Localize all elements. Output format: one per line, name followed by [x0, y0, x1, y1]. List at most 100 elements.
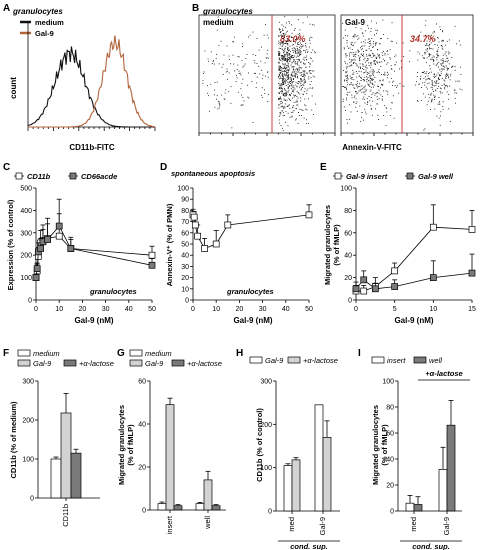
dotplot-event	[360, 68, 361, 69]
dotplot-event	[305, 57, 307, 59]
H-y-tick-label: 0	[268, 509, 272, 516]
dotplot-event	[370, 64, 372, 66]
dotplot-event	[207, 85, 208, 87]
dotplot-event	[368, 65, 370, 66]
dotplot-event	[441, 47, 443, 49]
dotplot-event	[373, 86, 374, 88]
dotplot-event	[228, 55, 230, 57]
dotplot-event	[439, 101, 441, 102]
dotplot-event	[300, 85, 302, 87]
dotplot-event	[306, 52, 308, 54]
dotplot-event	[361, 32, 363, 34]
dotplot-event	[284, 80, 286, 82]
dotplot-event	[287, 50, 289, 52]
dotplot-event	[202, 80, 204, 82]
dotplot-event	[376, 103, 378, 105]
dotplot-event	[387, 73, 389, 75]
legend-F-swatch-0	[17, 349, 31, 357]
dotplot-event	[291, 85, 293, 87]
dotplot-event	[311, 37, 313, 39]
dotplot-event	[374, 44, 376, 46]
dotplot-event	[384, 54, 386, 56]
dotplot-event	[299, 53, 300, 55]
dotplot-event	[409, 61, 410, 63]
dotplot-event	[287, 54, 289, 56]
panel-F-letter: F	[3, 348, 9, 359]
dotplot-event	[375, 42, 377, 44]
dotplot-event	[362, 79, 364, 80]
dotplot-event	[440, 63, 442, 64]
dotplot-event	[296, 53, 298, 55]
E-series-0-point-1	[360, 287, 368, 295]
dotplot-event	[363, 35, 365, 37]
dotplot-event	[252, 122, 254, 123]
dotplot-event	[380, 38, 381, 40]
dotplot-event	[356, 64, 358, 66]
dotplot-event	[282, 78, 283, 79]
dotplot-event	[376, 92, 377, 94]
dotplot-event	[352, 36, 354, 37]
gate-percent-gal9: 34.7%	[410, 34, 436, 44]
dotplot-event	[390, 68, 392, 70]
dotplot-event	[363, 86, 365, 88]
dotplot-event	[286, 61, 288, 62]
dotplot-event	[370, 108, 372, 109]
dotplot-event	[428, 56, 430, 57]
dotplot-event	[281, 106, 283, 108]
dotplot-event	[378, 54, 380, 56]
dotplot-event	[357, 38, 359, 40]
dotplot-event	[311, 95, 313, 97]
dotplot-event	[284, 59, 286, 61]
dotplot-event	[429, 58, 431, 60]
dotplot-event	[345, 54, 347, 56]
dotplot-event	[248, 97, 250, 99]
dotplot-event	[383, 74, 384, 75]
dotplot-event	[303, 59, 305, 61]
dotplot-event	[372, 52, 374, 54]
dotplot-event	[280, 69, 282, 71]
dotplot-event	[390, 65, 392, 67]
dotplot-event	[356, 72, 358, 74]
dotplot-event	[362, 88, 364, 90]
dotplot-event	[363, 92, 365, 94]
dotplot-event	[298, 44, 300, 45]
dotplot-event	[236, 75, 237, 77]
dotplot-event	[217, 16, 219, 18]
dotplot-event	[278, 67, 280, 69]
dotplot-event	[282, 102, 283, 104]
dotplot-event	[426, 88, 428, 90]
dotplot-event	[344, 80, 345, 82]
dotplot-event	[305, 123, 307, 125]
dotplot-event	[290, 76, 292, 78]
dotplot-event	[304, 63, 306, 65]
dotplot-event	[287, 91, 289, 93]
dotplot-event	[288, 39, 290, 41]
dotplot-event	[289, 53, 291, 55]
dotplot-event	[291, 32, 293, 34]
dotplot-event	[281, 74, 283, 76]
dotplot-event	[364, 85, 366, 87]
panel-D-ylabel: Annexin-V⁺ (% of PMN)	[165, 203, 174, 286]
dotplot-event	[313, 70, 315, 72]
dotplot-event	[350, 61, 352, 63]
dotplot-event	[377, 98, 378, 100]
G-bar-0-2	[173, 505, 183, 511]
dotplot-event	[347, 76, 348, 78]
dotplot-event	[240, 104, 242, 106]
dotplot-event	[283, 98, 285, 100]
dotplot-event	[379, 61, 381, 63]
dotplot-event	[294, 62, 296, 64]
dotplot-event	[302, 76, 304, 77]
dotplot-event	[437, 36, 438, 38]
dotplot-event	[294, 59, 296, 61]
dotplot-event	[441, 69, 443, 71]
dotplot-event	[285, 71, 287, 72]
dotplot-event	[356, 93, 358, 95]
dotplot-event	[264, 93, 266, 95]
dotplot-event	[267, 49, 269, 51]
dotplot-event	[392, 85, 394, 86]
dotplot-event	[282, 78, 284, 80]
dotplot-event	[366, 60, 367, 62]
panel-H-ylabel: CD11b (% of control)	[255, 408, 264, 482]
dotplot-event	[301, 46, 303, 48]
